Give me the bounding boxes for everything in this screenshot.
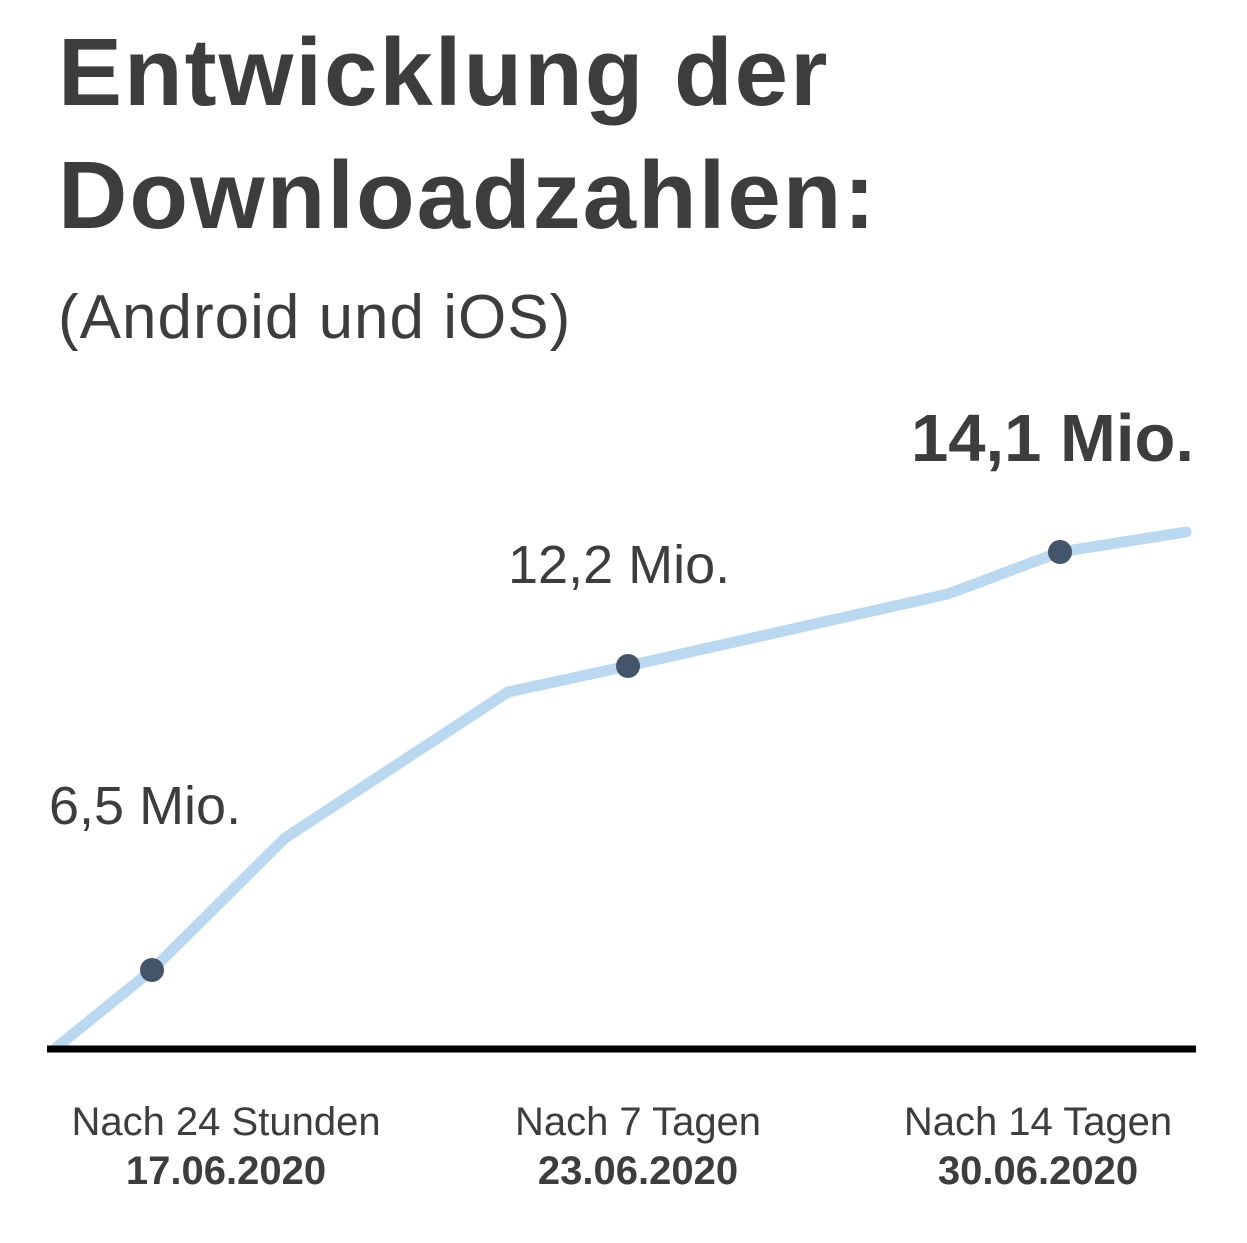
data-point-markers <box>140 540 1072 982</box>
downloads-line <box>51 526 1192 1053</box>
x-tick-14d-label: Nach 14 Tagen <box>903 1100 1173 1144</box>
x-tick-7d: Nach 7 Tagen 23.06.2020 <box>388 1098 888 1196</box>
x-tick-24h-date: 17.06.2020 <box>125 1148 327 1193</box>
data-label-24h: 6,5 Mio. <box>49 776 242 836</box>
chart-subtitle: (Android und iOS) <box>58 283 572 352</box>
data-label-7d: 12,2 Mio. <box>508 535 731 595</box>
data-point-marker <box>616 654 640 678</box>
x-tick-7d-date: 23.06.2020 <box>537 1148 739 1193</box>
x-tick-24h: Nach 24 Stunden 17.06.2020 <box>0 1098 476 1196</box>
chart-title: Entwicklung der Downloadzahlen: <box>58 19 878 249</box>
x-tick-14d-date: 30.06.2020 <box>937 1148 1139 1193</box>
data-point-marker <box>1048 540 1072 564</box>
data-label-14d: 14,1 Mio. <box>911 401 1194 476</box>
x-tick-24h-label: Nach 24 Stunden <box>71 1100 381 1144</box>
data-point-marker <box>140 958 164 982</box>
x-tick-14d: Nach 14 Tagen 30.06.2020 <box>788 1098 1247 1196</box>
x-tick-7d-label: Nach 7 Tagen <box>514 1100 762 1144</box>
